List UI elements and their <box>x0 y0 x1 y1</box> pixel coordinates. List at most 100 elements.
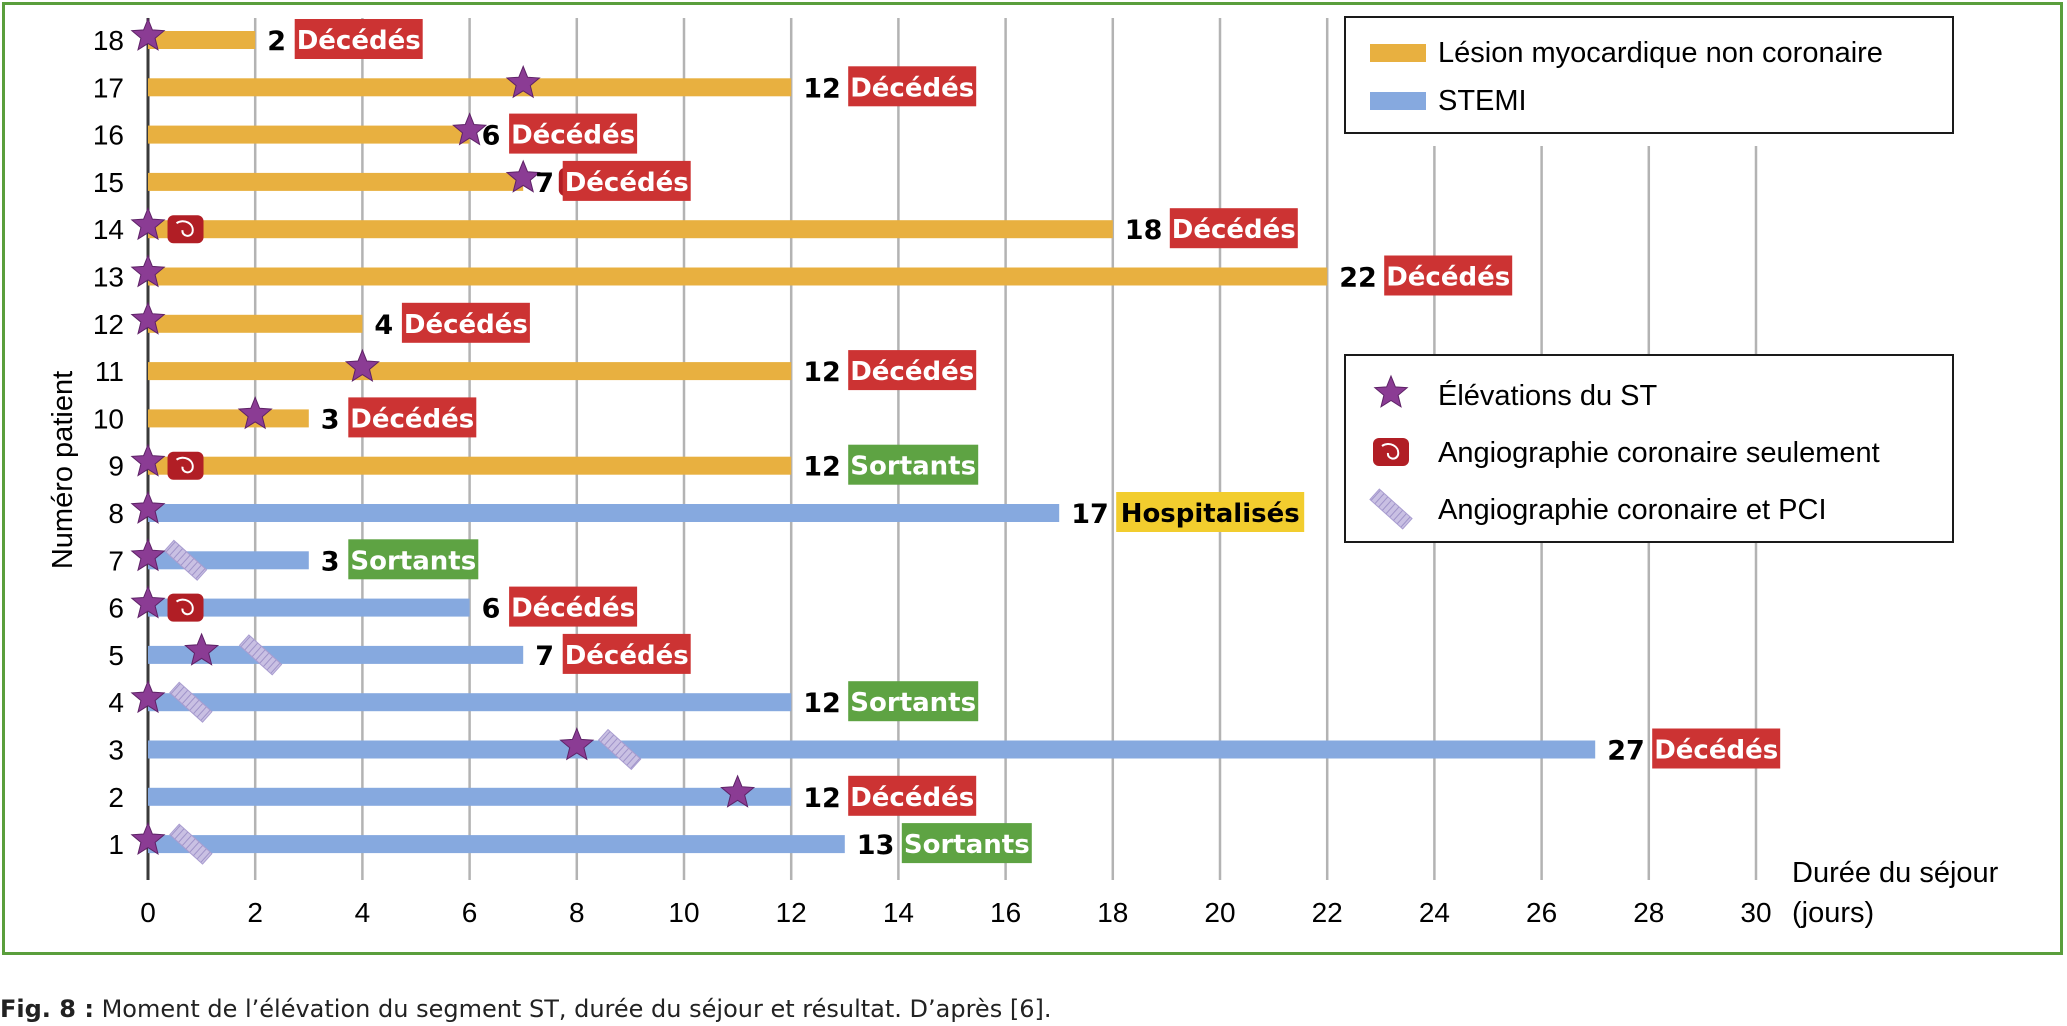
outcome-label-patient-8: Hospitalisés <box>1121 499 1300 529</box>
x-tick-label: 26 <box>1526 897 1557 928</box>
outcome-badge-patient-9 <box>848 444 979 485</box>
x-tick-label: 4 <box>355 897 371 928</box>
y-tick-label: 3 <box>108 735 124 766</box>
outcome-badge-patient-18 <box>294 19 423 59</box>
outcome-label-patient-3: Décédés <box>1654 736 1778 766</box>
duration-label-patient-17: 12 <box>803 73 841 104</box>
outcome-label-patient-4: Sortants <box>850 688 976 718</box>
y-tick-label: 4 <box>108 687 124 718</box>
legend-label-st: Élévations du ST <box>1438 379 1658 412</box>
y-tick-label: 10 <box>93 403 124 434</box>
outcome-label-patient-7: Sortants <box>350 546 476 576</box>
st-marker-patient-18 <box>130 17 166 51</box>
st-marker-patient-12 <box>130 301 166 335</box>
duration-label-patient-1: 13 <box>857 830 895 861</box>
pci-marker-patient-5 <box>238 634 283 676</box>
outcome-label-patient-13: Décédés <box>1386 263 1510 293</box>
x-tick-label: 30 <box>1740 897 1771 928</box>
duration-label-patient-16: 6 <box>482 121 501 152</box>
x-axis-label-line1: Durée du séjour <box>1792 857 1999 889</box>
duration-label-patient-11: 12 <box>803 357 841 388</box>
y-tick-label: 18 <box>93 25 124 56</box>
pci-marker-patient-3 <box>597 728 642 771</box>
pci-marker-patient-1 <box>169 823 213 865</box>
y-tick-label: 11 <box>95 356 124 387</box>
y-tick-label: 14 <box>93 214 124 245</box>
duration-label-patient-7: 3 <box>321 546 340 577</box>
outcome-label-patient-14: Décédés <box>1172 215 1296 245</box>
y-tick-label: 6 <box>108 593 124 624</box>
duration-label-patient-6: 6 <box>482 594 501 625</box>
st-marker-patient-3 <box>559 727 595 761</box>
figure-caption: Fig. 8 : Moment de l’élévation du segmen… <box>0 995 1051 1023</box>
angio-icon-vessel <box>175 220 194 237</box>
st-marker-patient-4 <box>130 679 166 714</box>
st-marker-patient-15 <box>505 159 541 193</box>
y-tick-label: 7 <box>108 545 124 576</box>
x-tick-label: 18 <box>1097 897 1128 928</box>
bar-patient-14 <box>148 220 1113 239</box>
y-axis-label: Numéro patient <box>47 371 79 569</box>
st-marker-patient-8 <box>130 490 166 524</box>
outcome-badge-patient-14 <box>1169 208 1298 249</box>
legend-swatch-stemi <box>1370 92 1426 110</box>
outcome-label-patient-11: Décédés <box>850 357 974 387</box>
outcome-badge-patient-12 <box>401 302 530 343</box>
y-tick-label: 13 <box>93 262 124 293</box>
outcome-badge-patient-2 <box>848 775 977 816</box>
duration-label-patient-3: 27 <box>1607 736 1645 767</box>
bar-patient-11 <box>148 362 792 381</box>
bar-patient-8 <box>148 504 1060 522</box>
outcome-label-patient-12: Décédés <box>404 310 528 340</box>
legend-layer: Lésion myocardique non coronaire STEMI Élé… <box>1344 16 1954 543</box>
angio-marker-patient-6 <box>167 593 204 622</box>
x-tick-label: 8 <box>569 897 585 928</box>
legend-label-pci: Angiographie coronaire et PCI <box>1438 494 1827 526</box>
angio-icon-vessel <box>175 598 194 616</box>
outcome-label-patient-18: Décédés <box>297 26 421 56</box>
outcome-badge-patient-11 <box>848 350 977 391</box>
outcome-label-patient-16: Décédés <box>511 121 635 151</box>
x-tick-label: 6 <box>462 897 478 928</box>
outcome-label-patient-10: Décédés <box>350 404 474 434</box>
st-marker-patient-16 <box>452 112 488 146</box>
legend-series-box <box>1344 16 1954 134</box>
outcome-badge-patient-17 <box>848 66 977 107</box>
st-marker-patient-6 <box>130 585 166 619</box>
angio-icon-bg <box>167 215 204 244</box>
duration-label-patient-8: 17 <box>1071 499 1109 530</box>
x-tick-label: 24 <box>1419 897 1450 928</box>
y-tick-label: 5 <box>108 640 124 671</box>
outcome-badge-patient-1 <box>901 823 1032 864</box>
st-marker-patient-14 <box>130 206 166 241</box>
duration-label-patient-2: 12 <box>803 783 841 814</box>
x-tick-label: 0 <box>140 897 156 928</box>
legend-label-stemi: STEMI <box>1438 85 1527 117</box>
legend-swatch-lmnc <box>1370 44 1426 62</box>
duration-label-patient-4: 12 <box>803 688 841 719</box>
y-tick-label: 8 <box>108 498 124 529</box>
figure-frame <box>2 2 2063 955</box>
bar-patient-6 <box>148 598 470 617</box>
st-marker-patient-11 <box>344 348 380 382</box>
angio-icon-bg <box>167 593 204 622</box>
outcome-badge-patient-7 <box>348 539 479 580</box>
label-layer: 2 Décédés 12 Décédés 6 Décédés 7 Décédés 18 Décéd… <box>267 19 1781 864</box>
chart: 0 2 4 6 8 10 12 14 16 18 20 22 24 26 28 301817161514131… <box>47 16 1999 929</box>
bar-patient-16 <box>148 125 470 144</box>
x-tick-label: 16 <box>990 897 1021 928</box>
outcome-badge-patient-16 <box>509 113 638 154</box>
duration-label-patient-18: 2 <box>267 26 286 57</box>
outcome-label-patient-15: Décédés <box>565 168 689 198</box>
st-marker-patient-10 <box>237 396 273 430</box>
y-tick-label: 12 <box>93 309 124 340</box>
pci-marker-patient-4 <box>169 681 213 723</box>
st-marker-patient-5 <box>184 632 220 666</box>
bar-patient-15 <box>148 172 524 191</box>
st-marker-patient-7 <box>130 537 166 572</box>
bar-patient-4 <box>148 693 792 712</box>
y-tick-label: 2 <box>108 782 124 813</box>
st-marker-patient-1 <box>130 821 166 855</box>
marker-layer <box>130 17 756 865</box>
bar-patient-13 <box>148 267 1328 286</box>
